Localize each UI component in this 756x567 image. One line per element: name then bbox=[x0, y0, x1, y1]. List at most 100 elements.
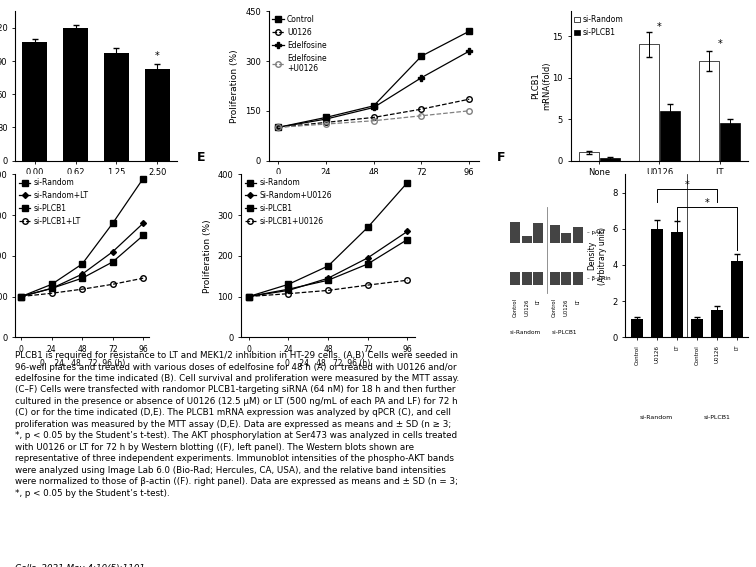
Bar bbox=[573, 227, 583, 243]
Text: *: * bbox=[705, 198, 709, 208]
Edelfosine bbox=[274, 124, 283, 131]
si-PLCB1+U0126 bbox=[244, 293, 253, 300]
X-axis label: U0126 (h): U0126 (h) bbox=[352, 183, 396, 192]
Bar bbox=[510, 222, 520, 243]
Line: Edelfosine
+U0126: Edelfosine +U0126 bbox=[275, 108, 472, 130]
Text: C: C bbox=[517, 0, 526, 2]
Edelfosine bbox=[417, 74, 426, 81]
Bar bbox=[600, 158, 620, 160]
X-axis label: 0    24   48   72  96 (h): 0 24 48 72 96 (h) bbox=[39, 359, 125, 369]
Control bbox=[274, 124, 283, 131]
X-axis label: Edelfosine (μM): Edelfosine (μM) bbox=[60, 183, 132, 192]
Text: *: * bbox=[657, 22, 662, 32]
Control bbox=[321, 114, 330, 121]
Bar bbox=[561, 272, 571, 285]
si-PLCB1 bbox=[403, 236, 412, 243]
Bar bbox=[550, 225, 559, 243]
Text: si-PLCB1: si-PLCB1 bbox=[552, 330, 578, 335]
si-Random+LT bbox=[17, 293, 26, 300]
Edelfosine
+U0126 bbox=[274, 124, 283, 131]
Edelfosine
+U0126 bbox=[465, 107, 474, 114]
si-PLCB1+LT bbox=[138, 275, 147, 282]
Text: Control: Control bbox=[552, 298, 557, 317]
si-PLCB1 bbox=[108, 259, 117, 265]
Bar bbox=[64, 28, 88, 160]
Y-axis label: Proliferation (%): Proliferation (%) bbox=[231, 49, 240, 122]
Control bbox=[417, 53, 426, 60]
Text: F: F bbox=[497, 151, 506, 164]
Bar bbox=[145, 69, 169, 160]
Bar bbox=[731, 261, 743, 337]
si-Random+LT bbox=[78, 270, 87, 277]
Line: Control: Control bbox=[275, 28, 472, 130]
U0126 bbox=[321, 119, 330, 126]
Si-Random+U0126 bbox=[403, 228, 412, 235]
si-PLCB1+LT bbox=[47, 290, 56, 297]
si-PLCB1+LT bbox=[78, 286, 87, 293]
Y-axis label: Density
(Arbitrary unit): Density (Arbitrary unit) bbox=[587, 227, 606, 285]
Bar bbox=[671, 232, 683, 337]
Text: U0126: U0126 bbox=[564, 298, 569, 315]
si-PLCB1 bbox=[47, 285, 56, 292]
Line: si-Random: si-Random bbox=[246, 180, 411, 299]
Legend: Control, U0126, Edelfosine, Edelfosine
+U0126: Control, U0126, Edelfosine, Edelfosine +… bbox=[272, 15, 327, 73]
Legend: si-Random, Si-Random+U0126, si-PLCB1, si-PLCB1+U0126: si-Random, Si-Random+U0126, si-PLCB1, si… bbox=[245, 178, 332, 226]
Line: U0126: U0126 bbox=[275, 96, 472, 130]
Edelfosine
+U0126 bbox=[417, 112, 426, 119]
Text: si-Random: si-Random bbox=[510, 330, 541, 335]
X-axis label: 0    24   48   72  96 (h): 0 24 48 72 96 (h) bbox=[286, 359, 370, 369]
si-Random bbox=[244, 293, 253, 300]
si-Random+LT bbox=[108, 248, 117, 255]
si-Random+LT bbox=[138, 220, 147, 227]
si-Random bbox=[17, 293, 26, 300]
Bar bbox=[23, 43, 47, 160]
Text: LT: LT bbox=[536, 298, 541, 303]
Bar bbox=[561, 233, 571, 243]
Text: si-PLCB1: si-PLCB1 bbox=[703, 414, 730, 420]
Text: Cells. 2021 May 4;10(5):1101.: Cells. 2021 May 4;10(5):1101. bbox=[15, 564, 148, 567]
Bar bbox=[660, 111, 680, 160]
si-Random bbox=[138, 175, 147, 182]
si-PLCB1 bbox=[284, 286, 293, 293]
Bar bbox=[720, 123, 740, 160]
Line: si-PLCB1: si-PLCB1 bbox=[246, 237, 411, 299]
Bar bbox=[699, 61, 719, 160]
si-Random bbox=[47, 281, 56, 287]
si-PLCB1 bbox=[138, 232, 147, 239]
Bar bbox=[510, 272, 520, 285]
Bar bbox=[631, 319, 643, 337]
Si-Random+U0126 bbox=[284, 287, 293, 294]
Bar bbox=[533, 223, 543, 243]
Text: LT: LT bbox=[575, 298, 580, 303]
si-Random bbox=[78, 261, 87, 268]
Bar bbox=[651, 229, 663, 337]
Line: si-PLCB1+U0126: si-PLCB1+U0126 bbox=[246, 277, 411, 299]
Bar bbox=[533, 272, 543, 285]
Line: Si-Random+U0126: Si-Random+U0126 bbox=[246, 229, 410, 299]
Legend: si-Random, si-Random+LT, si-PLCB1, si-PLCB1+LT: si-Random, si-Random+LT, si-PLCB1, si-PL… bbox=[19, 178, 88, 226]
Bar bbox=[550, 272, 559, 285]
Text: – β-actin: – β-actin bbox=[587, 276, 610, 281]
Bar bbox=[522, 236, 531, 243]
Bar bbox=[639, 44, 659, 160]
Control bbox=[369, 103, 378, 109]
Bar bbox=[522, 272, 531, 285]
Line: Edelfosine: Edelfosine bbox=[274, 48, 472, 131]
si-PLCB1 bbox=[363, 261, 372, 268]
Bar bbox=[104, 53, 129, 160]
si-PLCB1+U0126 bbox=[324, 287, 333, 294]
U0126 bbox=[465, 96, 474, 103]
Line: si-PLCB1: si-PLCB1 bbox=[18, 232, 146, 299]
si-Random bbox=[363, 224, 372, 231]
Text: U0126: U0126 bbox=[524, 298, 529, 315]
Text: E: E bbox=[197, 151, 206, 164]
Control bbox=[465, 28, 474, 35]
Y-axis label: PLCB1
mRNA(fold): PLCB1 mRNA(fold) bbox=[531, 62, 551, 110]
Text: si-Random: si-Random bbox=[640, 414, 674, 420]
Line: si-Random+LT: si-Random+LT bbox=[19, 221, 145, 299]
si-Random bbox=[284, 281, 293, 287]
Legend: si-Random, si-PLCB1: si-Random, si-PLCB1 bbox=[575, 15, 624, 37]
si-Random+LT bbox=[47, 285, 56, 292]
Text: *: * bbox=[155, 51, 160, 61]
si-PLCB1+LT bbox=[17, 293, 26, 300]
